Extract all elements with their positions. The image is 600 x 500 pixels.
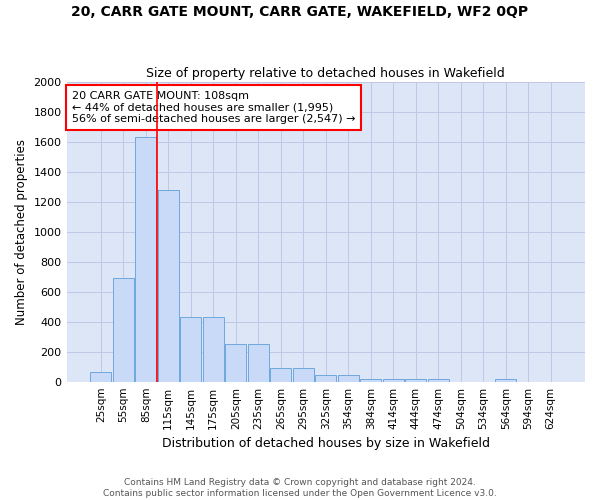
- Bar: [293, 368, 314, 382]
- Bar: [180, 318, 202, 382]
- Bar: [270, 368, 292, 382]
- Text: Contains HM Land Registry data © Crown copyright and database right 2024.
Contai: Contains HM Land Registry data © Crown c…: [103, 478, 497, 498]
- X-axis label: Distribution of detached houses by size in Wakefield: Distribution of detached houses by size …: [162, 437, 490, 450]
- Bar: [405, 380, 427, 382]
- Bar: [338, 375, 359, 382]
- Bar: [113, 278, 134, 382]
- Y-axis label: Number of detached properties: Number of detached properties: [15, 139, 28, 325]
- Bar: [90, 372, 112, 382]
- Bar: [315, 375, 337, 382]
- Text: 20 CARR GATE MOUNT: 108sqm
← 44% of detached houses are smaller (1,995)
56% of s: 20 CARR GATE MOUNT: 108sqm ← 44% of deta…: [72, 91, 355, 124]
- Text: 20, CARR GATE MOUNT, CARR GATE, WAKEFIELD, WF2 0QP: 20, CARR GATE MOUNT, CARR GATE, WAKEFIEL…: [71, 5, 529, 19]
- Bar: [383, 378, 404, 382]
- Bar: [135, 138, 157, 382]
- Bar: [248, 344, 269, 382]
- Bar: [158, 190, 179, 382]
- Bar: [225, 344, 247, 382]
- Bar: [495, 378, 517, 382]
- Bar: [360, 378, 382, 382]
- Bar: [428, 380, 449, 382]
- Bar: [203, 318, 224, 382]
- Title: Size of property relative to detached houses in Wakefield: Size of property relative to detached ho…: [146, 66, 505, 80]
